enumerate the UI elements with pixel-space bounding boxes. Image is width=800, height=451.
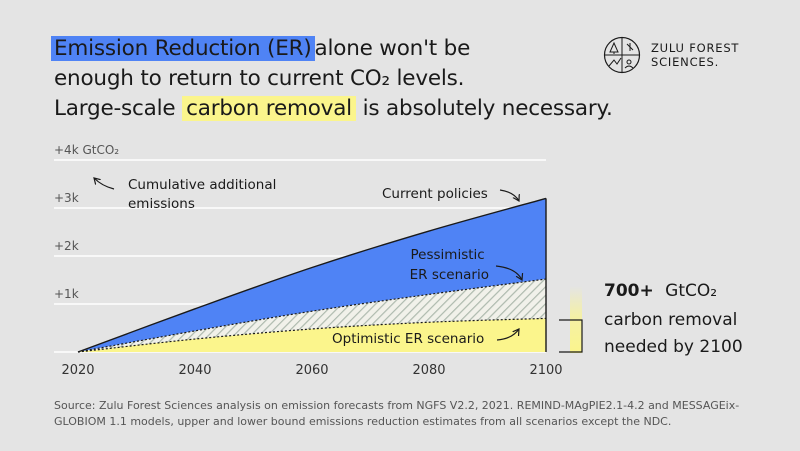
y-tick-label: +1k [54, 287, 79, 301]
logo-text-line-2: SCIENCES. [651, 55, 720, 69]
x-tick-label: 2100 [529, 363, 562, 378]
highlight-emission-reduction: Emission Reduction (ER) [51, 36, 315, 61]
label-optimistic: Optimistic ER scenario [332, 331, 484, 347]
headline-line-2: enough to return to current CO₂ levels. [54, 66, 465, 91]
y-tick-label: +3k [54, 191, 79, 205]
chart-y-tick-labels: +1k +2k +3k +4k GtCO₂ [54, 143, 119, 301]
line-current-policies [77, 197, 547, 353]
headline-line-3-post: is absolutely necessary. [362, 96, 613, 121]
cumulative-arrow [94, 178, 115, 190]
chart-x-tick-labels: 2020 2040 2060 2080 2100 [61, 363, 562, 378]
headline-line-1: Emission Reduction (ER) alone won't be [51, 34, 614, 64]
area-current-policies [78, 198, 546, 352]
headline-line-3-pre: Large-scale [54, 96, 176, 121]
company-logo: ZULU FOREST SCIENCES. [603, 36, 783, 76]
annotation-cumulative: Cumulative additional emissions [128, 177, 281, 212]
x-tick-label: 2020 [61, 363, 94, 378]
headline-line-1-rest: alone won't be [314, 36, 471, 61]
highlight-carbon-removal: carbon removal [182, 96, 356, 121]
headline-line-3: Large-scale carbon removal is absolutely… [54, 94, 614, 124]
headline: Emission Reduction (ER) alone won't be en… [51, 34, 614, 124]
current-policies-arrow [499, 189, 519, 201]
callout-removal: 700+ GtCO₂ carbon removal needed by 2100 [604, 281, 743, 357]
logo-text: ZULU FOREST SCIENCES. [651, 41, 739, 69]
area-pessimistic-band [78, 279, 546, 352]
x-tick-label: 2040 [178, 363, 211, 378]
optimistic-arrow [496, 329, 519, 341]
area-optimistic [78, 318, 546, 352]
removal-bracket [559, 319, 583, 353]
chart-areas [77, 197, 547, 353]
y-tick-label: +2k [54, 239, 79, 253]
y-tick-label: +4k GtCO₂ [54, 143, 119, 157]
logo-text-line-1: ZULU FOREST [651, 41, 740, 55]
pessimistic-arrow [495, 265, 522, 280]
line-pessimistic [77, 278, 547, 353]
source-note: Source: Zulu Forest Sciences analysis on… [54, 399, 740, 428]
forest-logo-icon [603, 36, 641, 74]
x-tick-label: 2060 [295, 363, 328, 378]
x-tick-label: 2080 [412, 363, 445, 378]
label-pessimistic: Pessimistic ER scenario [410, 247, 489, 283]
label-current-policies: Current policies [382, 186, 488, 202]
